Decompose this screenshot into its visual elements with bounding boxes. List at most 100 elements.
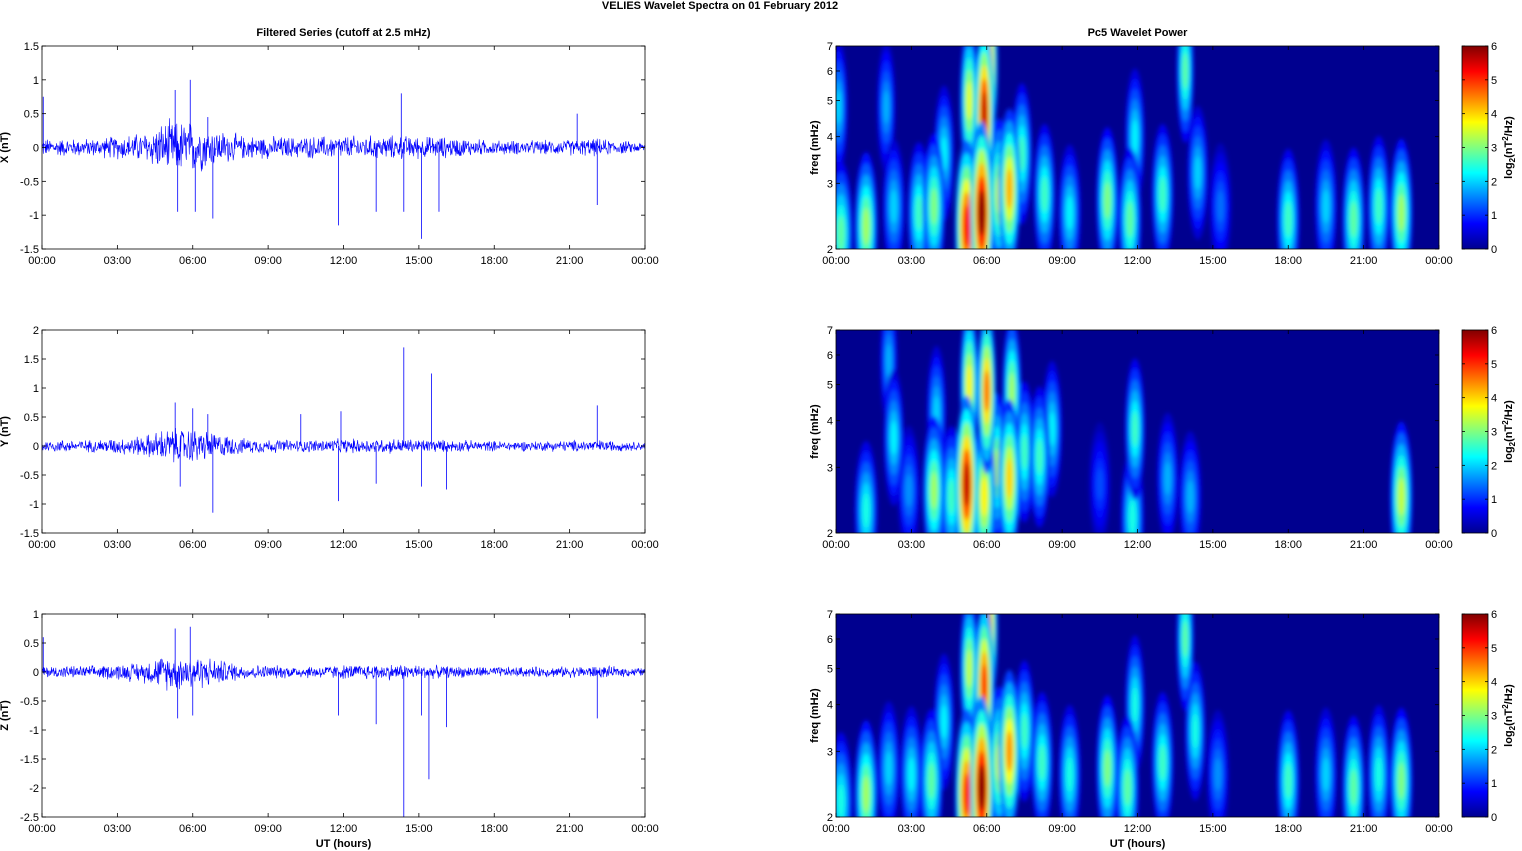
power-blob-20-5: [1006, 458, 1013, 499]
power-blob-18-5: [1350, 201, 1357, 238]
colorbar-label-part: 2: [1501, 136, 1510, 141]
x-tick-label: 09:00: [254, 539, 282, 551]
power-blob-13-5: [1284, 201, 1292, 238]
x-tick-label: 12:00: [330, 255, 358, 267]
y-tick-label: 3: [827, 746, 833, 758]
x-tick-label: 18:00: [1274, 255, 1302, 267]
power-blob-27-5: [978, 764, 986, 811]
power-blob-22-5: [963, 462, 970, 507]
x-tick-label: 00:00: [631, 823, 659, 835]
power-blob-4-5: [940, 704, 948, 739]
colorbar-label-part: (nT: [1503, 141, 1515, 158]
x-tick-label: 12:00: [1124, 255, 1152, 267]
power-blob-4-5: [1194, 156, 1201, 190]
y-tick-label: 3: [827, 178, 833, 190]
y-tick-label: 0.5: [24, 638, 39, 650]
panel-title: Pc5 Wavelet Power: [1088, 27, 1189, 39]
y-tick-label: 1: [33, 383, 39, 395]
x-tick-label: 15:00: [1199, 255, 1227, 267]
power-blob-21-5: [966, 649, 972, 688]
power-blob-18-5: [966, 365, 972, 405]
y-tick-label: 6: [827, 634, 833, 646]
y-tick-label: -0.5: [20, 470, 39, 482]
y-tick-label: 6: [827, 66, 833, 78]
x-tick-label: 18:00: [480, 823, 508, 835]
power-blob-29-5: [978, 190, 986, 236]
power-blob-16-5: [1182, 621, 1188, 657]
x-axis-label: UT (hours): [1110, 838, 1166, 850]
power-blob-0-5: [1214, 758, 1222, 791]
figure-title: VELIES Wavelet Spectra on 01 February 20…: [602, 0, 838, 12]
x-tick-label: 00:00: [1425, 255, 1453, 267]
x-tick-label: 09:00: [1048, 539, 1076, 551]
power-blob-24-5: [966, 81, 972, 120]
y-tick-label: 0.5: [24, 109, 39, 121]
x-tick-label: 12:00: [330, 823, 358, 835]
x-tick-label: 09:00: [254, 823, 282, 835]
power-blob-5-5: [837, 784, 845, 817]
colorbar-tick-label: 3: [1491, 143, 1497, 155]
x-tick-label: 00:00: [822, 823, 850, 835]
y-tick-label: -1: [29, 725, 39, 737]
y-axis-label: Y (nT): [0, 416, 11, 447]
colorbar-label: log2(nT2/Hz): [1501, 684, 1517, 747]
x-tick-label: 15:00: [405, 255, 433, 267]
y-tick-label: 5: [827, 664, 833, 676]
power-blob-6-5: [890, 420, 897, 455]
power-blob-9-5: [1128, 500, 1136, 533]
power-blob-7-5: [1049, 411, 1056, 447]
y-tick-label: -0.5: [20, 696, 39, 708]
x-tick-label: 12:00: [1124, 539, 1152, 551]
power-blob-15-5: [837, 215, 845, 249]
power-blob-10-5: [1021, 713, 1028, 749]
y-tick-label: 6: [827, 350, 833, 362]
power-blob-1-5: [885, 751, 893, 786]
power-blob-15-5: [1124, 769, 1131, 806]
colorbar: [1461, 613, 1489, 818]
y-tick-label: 0: [33, 143, 39, 155]
power-blob-20-5: [1104, 182, 1111, 219]
y-tick-label: 7: [827, 325, 833, 337]
colorbar-tick-label: 2: [1491, 744, 1497, 756]
power-blob-20-5: [862, 775, 870, 813]
x-tick-label: 21:00: [556, 539, 584, 551]
colorbar-label-part: log: [1503, 730, 1515, 747]
power-blob-8-5: [862, 492, 870, 528]
x-tick-label: 00:00: [631, 255, 659, 267]
colorbar-label-part: /Hz): [1503, 400, 1515, 421]
y-axis-label: freq (mHz): [809, 404, 821, 459]
power-blob-18-5: [1104, 750, 1111, 787]
x-tick-label: 21:00: [556, 823, 584, 835]
power-blob-1-5: [905, 474, 913, 507]
power-blob-11-5: [1021, 434, 1028, 470]
power-blob-21-5: [983, 370, 990, 412]
colorbar-tick-label: 2: [1491, 460, 1497, 472]
power-blob-26-5: [981, 664, 988, 707]
x-tick-label: 03:00: [104, 255, 132, 267]
power-blob-2-5: [1322, 757, 1330, 792]
power-blob-0-5: [1217, 190, 1224, 223]
power-blob-1-5: [883, 90, 890, 124]
x-tick-label: 18:00: [480, 539, 508, 551]
panel-x-series: 00:00 03:00 06:00 09:00 12:00 15:00 18:00 21:00…: [0, 27, 659, 267]
x-axis-label: UT (hours): [316, 838, 372, 850]
x-tick-label: 00:00: [28, 255, 56, 267]
power-blob-9-5: [1375, 757, 1383, 792]
x-tick-label: 15:00: [405, 539, 433, 551]
heatmap-blobs: [836, 614, 1413, 817]
y-tick-label: -1: [29, 210, 39, 222]
plot-area: [42, 46, 645, 249]
x-tick-label: 15:00: [1199, 539, 1227, 551]
power-blob-15-5: [993, 448, 1001, 486]
y-axis-label: freq (mHz): [809, 688, 821, 743]
power-blob-7-5: [1132, 687, 1138, 723]
y-tick-label: 5: [827, 96, 833, 108]
power-blob-14-5: [1375, 188, 1383, 225]
y-tick-label: 3: [827, 462, 833, 474]
x-tick-label: 06:00: [973, 539, 1001, 551]
x-tick-label: 00:00: [822, 255, 850, 267]
y-tick-label: 0.5: [24, 412, 39, 424]
y-tick-label: 2: [33, 325, 39, 337]
